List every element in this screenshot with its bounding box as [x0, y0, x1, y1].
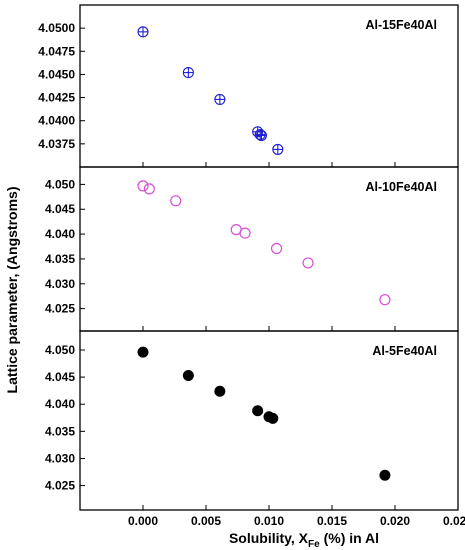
x-axis-title: Solubility, XFe (%) in Al	[229, 530, 379, 550]
y-tick-label: 4.0450	[38, 67, 75, 81]
panel-2: 4.025 4.030 4.035 4.040 4.045 4.050 Al-10Fe40A…	[45, 166, 459, 332]
x-tick-label: 0.005	[191, 514, 221, 528]
x-tick-label: 0.000	[128, 514, 158, 528]
x-tick-label: 0.025	[443, 514, 465, 528]
panel-1: 4.0375 4.0400 4.0425 4.0450 4.0475 4.0500 Al-1…	[38, 4, 459, 168]
data-point	[137, 26, 149, 38]
y-tick-label: 4.030	[45, 451, 75, 465]
data-point	[272, 143, 284, 155]
data-point	[252, 405, 264, 417]
panels: 4.0375 4.0400 4.0425 4.0450 4.0475 4.0500 Al-1…	[38, 4, 465, 528]
y-tick-label: 4.040	[45, 397, 75, 411]
data-point	[214, 385, 226, 397]
y-tick-label: 4.0500	[38, 21, 75, 35]
data-point	[182, 67, 194, 79]
y-tick-label: 4.025	[45, 479, 75, 493]
y-tick-label: 4.045	[45, 202, 75, 216]
y-tick-label: 4.030	[45, 277, 75, 291]
x-axis-title-subscript: Fe	[308, 539, 320, 550]
data-point	[267, 412, 279, 424]
y-tick-label: 4.025	[45, 302, 75, 316]
y-tick-label: 4.035	[45, 252, 75, 266]
data-point	[379, 294, 391, 306]
y-tick-label: 4.040	[45, 227, 75, 241]
x-axis-title-main: Solubility, X	[229, 530, 309, 546]
data-point	[255, 129, 267, 142]
data-point	[302, 257, 314, 269]
y-axis-title: Lattice parameter, (Angstroms)	[4, 187, 20, 394]
data-point	[379, 469, 391, 481]
y-tick-label: 4.035	[45, 424, 75, 438]
y-tick-label: 4.0375	[38, 137, 75, 151]
x-tick-label: 0.010	[254, 514, 284, 528]
y-tick-label: 4.0425	[38, 91, 75, 105]
x-tick-label: 0.015	[317, 514, 347, 528]
y-tick-label: 4.050	[45, 177, 75, 191]
y-tick-label: 4.0400	[38, 114, 75, 128]
data-point	[239, 227, 251, 239]
panel-title: Al-5Fe40Al	[372, 344, 437, 358]
data-point	[170, 195, 182, 207]
data-point	[270, 242, 283, 255]
panel-3: 0.000 0.005 0.010 0.015 0.020 0.025 4.025 4.030…	[45, 330, 465, 528]
data-point	[182, 369, 194, 381]
panel-title: Al-15Fe40Al	[365, 18, 437, 32]
y-tick-label: 4.045	[45, 370, 75, 384]
data-point	[137, 346, 149, 358]
y-tick-label: 4.0475	[38, 44, 75, 58]
data-point	[214, 93, 226, 105]
data-point	[143, 183, 155, 195]
y-tick-label: 4.050	[45, 343, 75, 357]
data-point	[137, 180, 149, 192]
x-axis-title-tail: (%) in Al	[320, 530, 379, 546]
x-tick-label: 0.020	[380, 514, 410, 528]
panel-title: Al-10Fe40Al	[365, 180, 437, 194]
